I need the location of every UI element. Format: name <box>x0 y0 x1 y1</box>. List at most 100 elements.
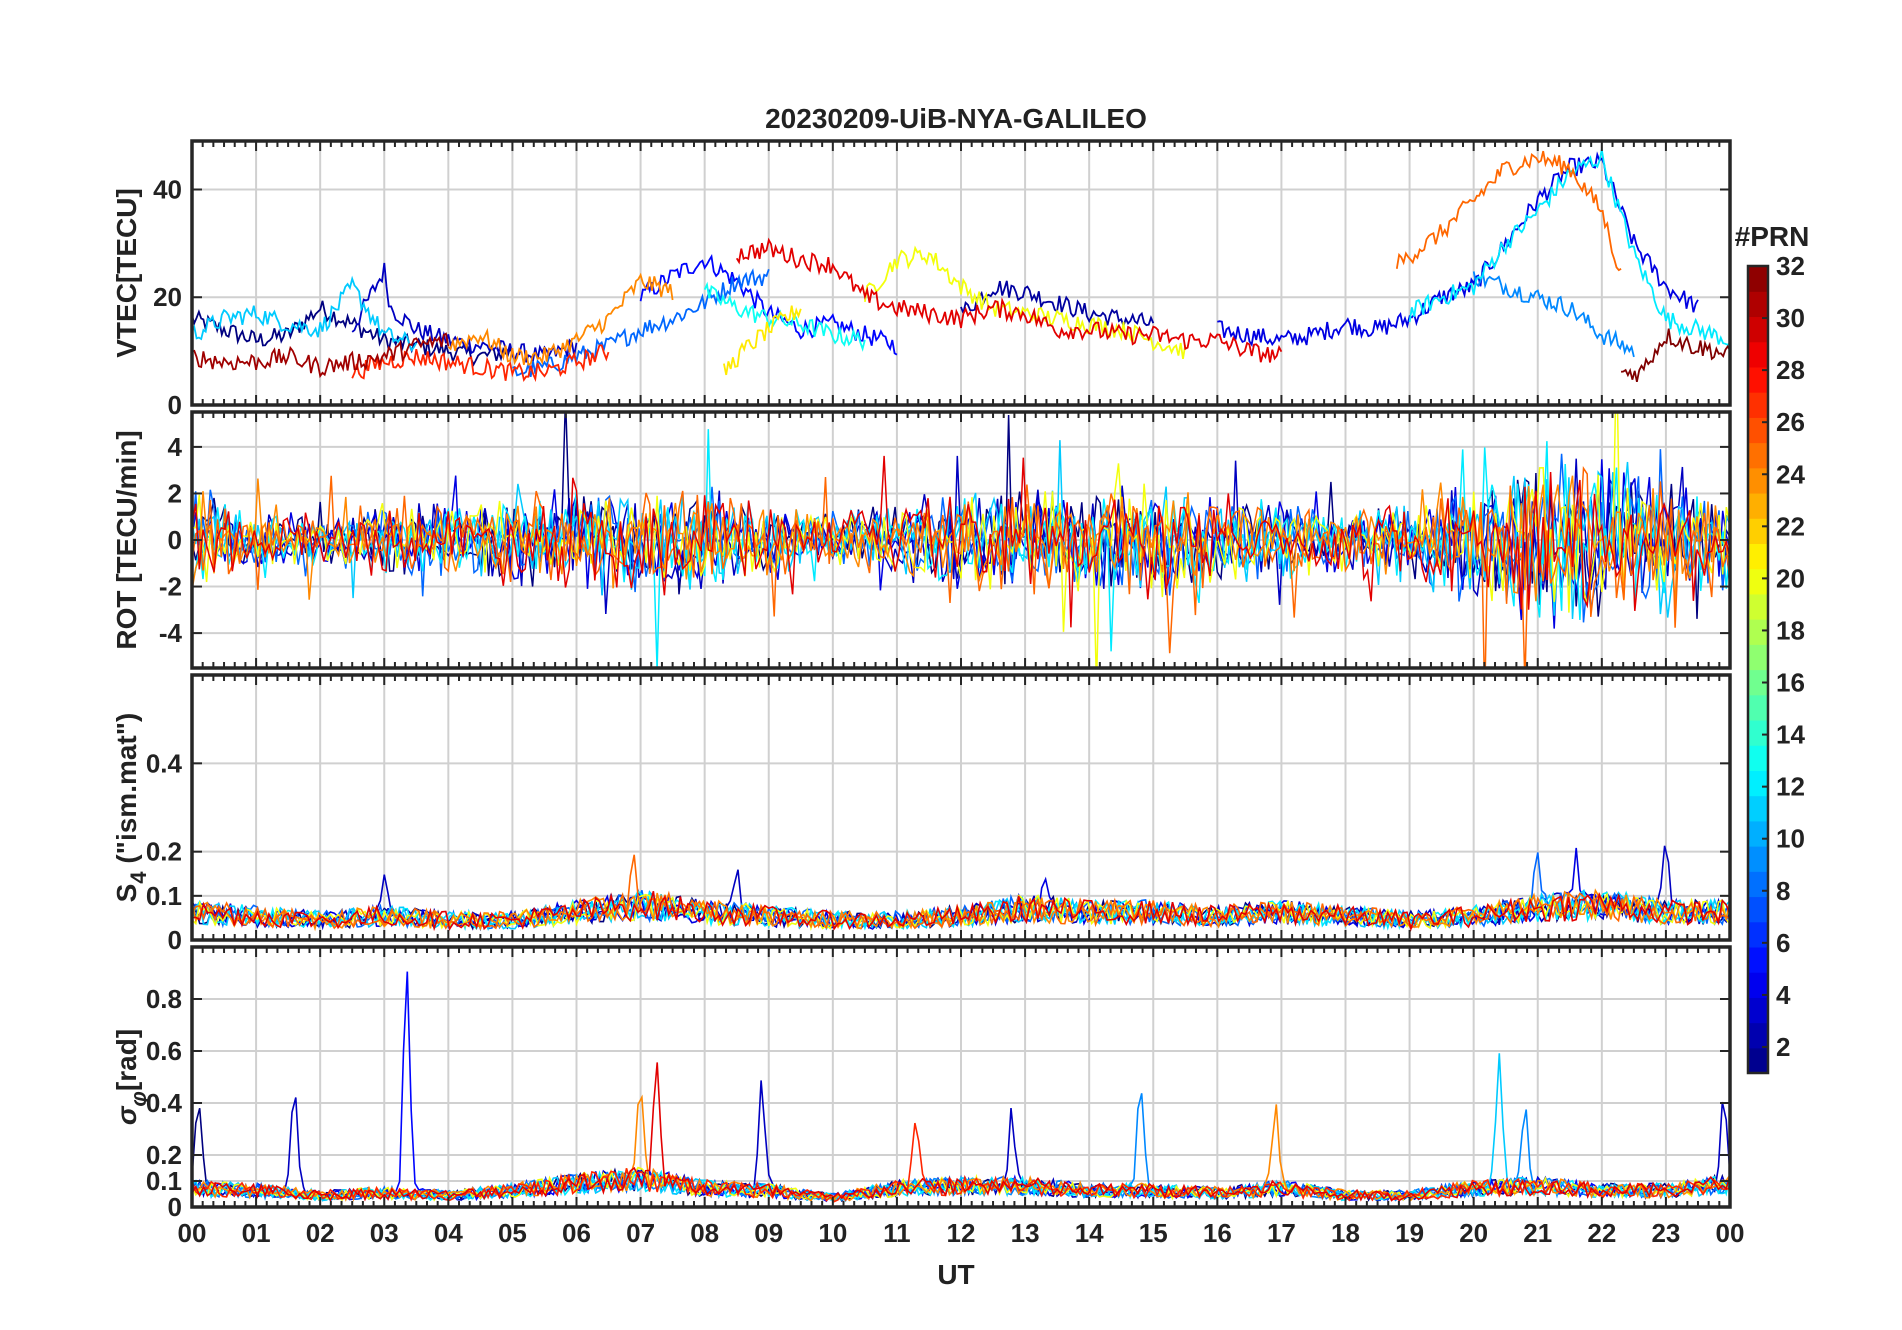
panel-3: 00.10.20.4S4 ("ism.mat") <box>111 673 1732 955</box>
colorbar-tick-label: 4 <box>1776 980 1791 1010</box>
colorbar-tick-label: 28 <box>1776 355 1805 385</box>
series-group <box>192 412 1730 668</box>
series-line-prn-13 <box>703 281 866 352</box>
colorbar-tick-label: 12 <box>1776 772 1805 802</box>
colorbar-tick-label: 20 <box>1776 563 1805 593</box>
colorbar-segment <box>1748 1047 1768 1074</box>
y-tick-label: 0 <box>168 925 182 955</box>
chart-title: 20230209-UiB-NYA-GALILEO <box>765 103 1147 134</box>
y-tick-label: 0 <box>168 390 182 420</box>
x-tick-label: 13 <box>1011 1218 1040 1248</box>
series-line-prn-8 <box>512 268 770 378</box>
y-tick-label: 0.8 <box>146 984 182 1014</box>
series-line-prn-29 <box>192 1062 1730 1202</box>
colorbar-segment <box>1748 871 1768 898</box>
colorbar-segment <box>1748 568 1768 595</box>
y-axis-label: S4 ("ism.mat") <box>111 713 151 903</box>
series-line-prn-11 <box>192 275 418 352</box>
series-line-prn-2 <box>960 280 1155 329</box>
colorbar-segment <box>1748 795 1768 822</box>
series-line-prn-29 <box>735 237 1283 363</box>
colorbar-title: #PRN <box>1735 221 1810 252</box>
x-tick-label: 02 <box>306 1218 335 1248</box>
x-ticks <box>191 675 1731 940</box>
colorbar-segment <box>1748 518 1768 545</box>
x-tick-label: 09 <box>754 1218 783 1248</box>
series-line-prn-29 <box>192 455 1730 628</box>
panel-1: 0 20 40 VTEC[TECU] <box>111 139 1732 420</box>
colorbar-tick-label: 30 <box>1776 303 1805 333</box>
x-axis-label: UT <box>937 1259 974 1290</box>
y-tick-label: 20 <box>153 282 182 312</box>
y-axis-label-subscript: φ <box>126 1091 151 1106</box>
colorbar-segment <box>1748 316 1768 343</box>
series-line-prn-29 <box>192 890 1730 932</box>
series-line-prn-9 <box>192 1093 1730 1202</box>
colorbar-segment <box>1748 921 1768 948</box>
y-tick-label: 0 <box>168 525 182 555</box>
y-tick-label: 0.1 <box>146 881 182 911</box>
series-line-prn-25 <box>1395 150 1622 272</box>
x-ticks <box>191 141 1731 405</box>
colorbar-segment <box>1748 467 1768 494</box>
colorbar-tick-label: 6 <box>1776 928 1790 958</box>
x-ticks <box>191 412 1731 668</box>
x-tick-label: 20 <box>1459 1218 1488 1248</box>
y-tick-label: 0.6 <box>146 1036 182 1066</box>
x-tick-label: 05 <box>498 1218 527 1248</box>
y-tick-label: 0.2 <box>146 1140 182 1170</box>
colorbar-segment <box>1748 820 1768 847</box>
colorbar-segment <box>1748 392 1768 418</box>
series-line-prn-3 <box>351 262 578 364</box>
x-tick-label: 12 <box>947 1218 976 1248</box>
series-line-prn-12 <box>1408 149 1730 346</box>
x-tick-label: 10 <box>818 1218 847 1248</box>
x-tick-label: 23 <box>1651 1218 1680 1248</box>
colorbar-segment <box>1748 896 1768 923</box>
x-tick-label: 15 <box>1139 1218 1168 1248</box>
colorbar-tick-label: 22 <box>1776 511 1805 541</box>
y-tick-label: -4 <box>159 618 183 648</box>
colorbar-tick-label: 26 <box>1776 407 1805 437</box>
x-tick-label: 11 <box>883 1218 911 1248</box>
colorbar-segment <box>1748 619 1768 645</box>
colorbar-segment <box>1748 442 1768 469</box>
colorbar-tick-label: 18 <box>1776 615 1805 645</box>
series-group <box>192 149 1730 383</box>
grid <box>192 141 1730 406</box>
x-tick-label: 18 <box>1331 1218 1360 1248</box>
series-line-prn-3 <box>192 455 1730 615</box>
x-tick-label: 08 <box>690 1218 719 1248</box>
x-tick-labels: 00 01 02 03 04 05 06 07 08 09 10 11 12 13 14 15 16 17 18 19… <box>178 1218 1745 1248</box>
colorbar-segment <box>1748 972 1768 998</box>
colorbar-segment <box>1748 1022 1768 1049</box>
colorbar-tick-label: 10 <box>1776 824 1805 854</box>
colorbar-segment <box>1748 644 1768 671</box>
colorbar-frame <box>1746 264 1770 1075</box>
x-ticks <box>191 947 1731 1207</box>
x-tick-label: 01 <box>242 1218 271 1248</box>
y-axis-label: ROT [TECU/min] <box>111 430 142 649</box>
y-tick-label: 0.2 <box>146 837 182 867</box>
colorbar-segment <box>1748 997 1768 1024</box>
colorbar-segment <box>1748 593 1768 620</box>
y-axis-label: σφ[rad] <box>111 1029 151 1125</box>
colorbar-segment <box>1748 770 1768 797</box>
y-tick-label: 40 <box>153 174 182 204</box>
series-line-prn-4 <box>1217 151 1699 347</box>
series-line-prn-31 <box>192 332 450 379</box>
colorbar-segment <box>1748 719 1768 746</box>
series-line-prn-8 <box>192 449 1730 623</box>
x-tick-label: 19 <box>1395 1218 1424 1248</box>
colorbar-tick-label: 16 <box>1776 668 1805 698</box>
x-tick-label: 06 <box>562 1218 591 1248</box>
x-tick-label: 21 <box>1523 1218 1552 1248</box>
series-group <box>192 845 1730 932</box>
colorbar-segment <box>1748 341 1768 368</box>
colorbar-segment <box>1748 846 1768 872</box>
y-axis-label-main: σ <box>111 1105 142 1125</box>
series-line-prn-24 <box>192 1094 1730 1202</box>
x-tick-label: 22 <box>1587 1218 1616 1248</box>
y-axis-label: VTEC[TECU] <box>111 188 142 358</box>
colorbar-segment <box>1748 543 1768 570</box>
